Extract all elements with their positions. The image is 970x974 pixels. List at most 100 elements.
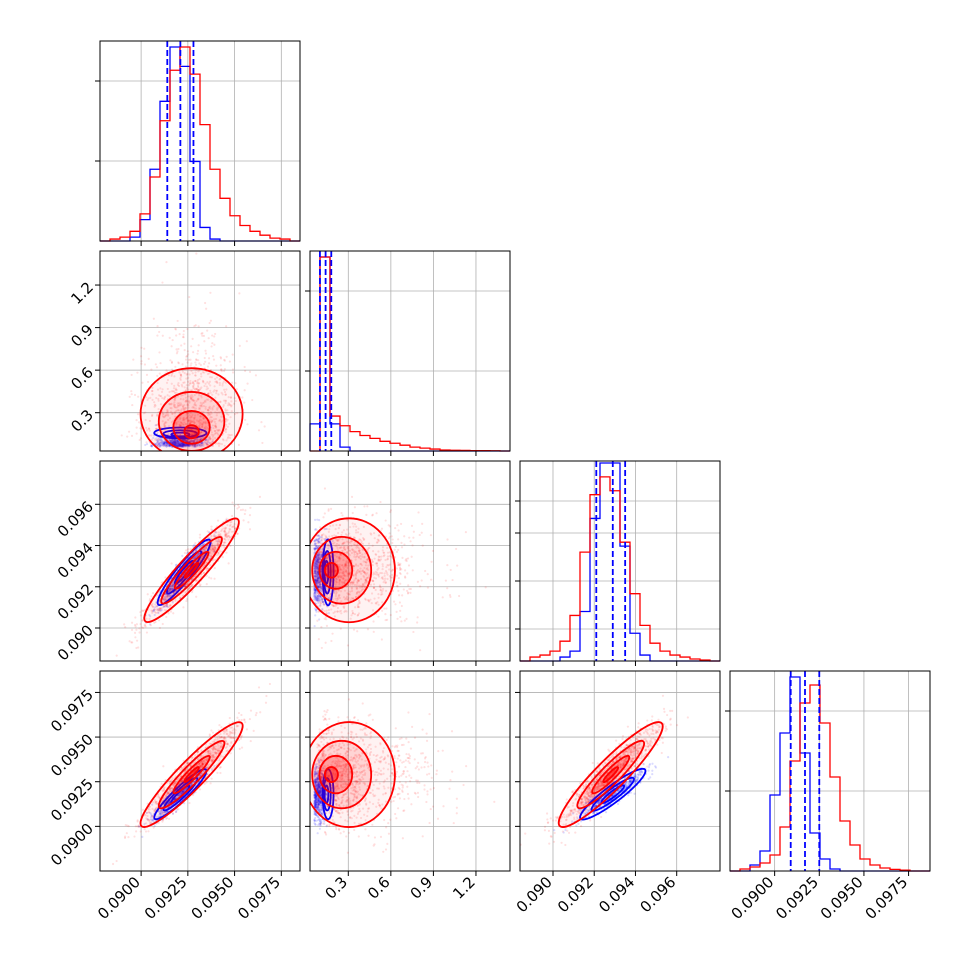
scatter-point-red bbox=[195, 359, 197, 361]
scatter-point-red bbox=[422, 545, 424, 547]
scatter-point-red bbox=[140, 360, 142, 362]
scatter-point-red bbox=[408, 588, 410, 590]
scatter-point-red bbox=[209, 292, 211, 294]
scatter-point-red bbox=[264, 425, 266, 427]
scatter-point-red bbox=[251, 399, 253, 401]
scatter-point-red bbox=[142, 627, 144, 629]
scatter-point-red bbox=[228, 562, 230, 564]
scatter-point-red bbox=[234, 505, 236, 507]
scatter-point-red bbox=[162, 623, 164, 625]
scatter-point-red bbox=[446, 538, 448, 540]
scatter-point-red bbox=[381, 638, 383, 640]
scatter-point-red bbox=[232, 368, 234, 370]
scatter-point-red bbox=[136, 640, 138, 642]
scatter-point-red bbox=[121, 434, 123, 436]
scatter-point-red bbox=[212, 355, 214, 357]
scatter-point-red bbox=[367, 628, 369, 630]
scatter-point-red bbox=[206, 329, 208, 331]
scatter-point-red bbox=[397, 549, 399, 551]
scatter-point-red bbox=[177, 320, 179, 322]
scatter-point-red bbox=[401, 557, 403, 559]
scatter-point-red bbox=[237, 504, 239, 506]
scatter-point-red bbox=[399, 564, 401, 566]
scatter-point-red bbox=[340, 628, 342, 630]
scatter-point-red bbox=[165, 261, 167, 263]
scatter-point-red bbox=[192, 351, 194, 353]
scatter-point-red bbox=[215, 365, 217, 367]
scatter-point-red bbox=[225, 325, 227, 327]
scatter-point-red bbox=[244, 419, 246, 421]
scatter-point-red bbox=[373, 631, 375, 633]
scatter-point-red bbox=[405, 618, 407, 620]
scatter-point-red bbox=[246, 383, 248, 385]
contour-red bbox=[184, 425, 199, 438]
scatter-point-red bbox=[177, 361, 179, 363]
scatter-point-red bbox=[391, 542, 393, 544]
scatter-point-red bbox=[174, 328, 176, 330]
scatter-point-red bbox=[146, 631, 148, 633]
scatter-point-red bbox=[413, 531, 415, 533]
scatter-point-red bbox=[397, 538, 399, 540]
scatter-point-red bbox=[174, 366, 176, 368]
scatter-point-blue bbox=[192, 545, 194, 547]
scatter-point-red bbox=[223, 370, 225, 372]
scatter-point-red bbox=[185, 365, 187, 367]
scatter-point-red bbox=[190, 362, 192, 364]
scatter-point-red bbox=[128, 431, 130, 433]
scatter-point-red bbox=[244, 366, 246, 368]
scatter-point-red bbox=[389, 511, 391, 513]
scatter-point-red bbox=[399, 583, 401, 585]
scatter-point-red bbox=[400, 573, 402, 575]
scatter-point-red bbox=[416, 621, 418, 623]
scatter-point-red bbox=[184, 349, 186, 351]
scatter-point-red bbox=[246, 340, 248, 342]
scatter-point-red bbox=[170, 611, 172, 613]
scatter-point-red bbox=[185, 549, 187, 551]
joint-points-p2_p1 bbox=[303, 487, 487, 651]
scatter-point-red bbox=[238, 444, 240, 446]
scatter-point-red bbox=[385, 619, 387, 621]
scatter-point-red bbox=[400, 523, 402, 525]
scatter-point-red bbox=[458, 595, 460, 597]
scatter-point-red bbox=[223, 359, 225, 361]
scatter-point-red bbox=[325, 642, 327, 644]
scatter-point-red bbox=[204, 302, 206, 304]
scatter-point-red bbox=[131, 435, 133, 437]
scatter-point-red bbox=[354, 506, 356, 508]
scatter-point-red bbox=[142, 619, 144, 621]
scatter-point-red bbox=[258, 429, 260, 431]
scatter-point-red bbox=[445, 580, 447, 582]
scatter-point-red bbox=[241, 396, 243, 398]
scatter-point-red bbox=[232, 371, 234, 373]
scatter-point-red bbox=[140, 347, 142, 349]
scatter-point-red bbox=[183, 343, 185, 345]
scatter-point-red bbox=[229, 545, 231, 547]
scatter-point-red bbox=[381, 528, 383, 530]
scatter-point-red bbox=[324, 487, 326, 489]
scatter-point-red bbox=[404, 620, 406, 622]
scatter-point-red bbox=[204, 357, 206, 359]
scatter-point-red bbox=[172, 612, 174, 614]
scatter-point-red bbox=[213, 335, 215, 337]
scatter-point-red bbox=[340, 512, 342, 514]
scatter-point-blue bbox=[314, 519, 316, 521]
scatter-point-red bbox=[135, 419, 137, 421]
scatter-point-red bbox=[411, 525, 413, 527]
scatter-point-red bbox=[232, 354, 234, 356]
scatter-point-red bbox=[247, 521, 249, 523]
scatter-point-red bbox=[150, 595, 152, 597]
scatter-point-red bbox=[351, 496, 353, 498]
scatter-point-red bbox=[236, 533, 238, 535]
scatter-point-red bbox=[210, 320, 212, 322]
scatter-point-red bbox=[208, 362, 210, 364]
scatter-point-red bbox=[485, 586, 487, 588]
scatter-point-red bbox=[169, 337, 171, 339]
scatter-point-red bbox=[465, 531, 467, 533]
scatter-point-red bbox=[184, 552, 186, 554]
scatter-point-red bbox=[153, 622, 155, 624]
scatter-point-red bbox=[330, 640, 332, 642]
scatter-point-red bbox=[375, 512, 377, 514]
scatter-point-red bbox=[450, 569, 452, 571]
